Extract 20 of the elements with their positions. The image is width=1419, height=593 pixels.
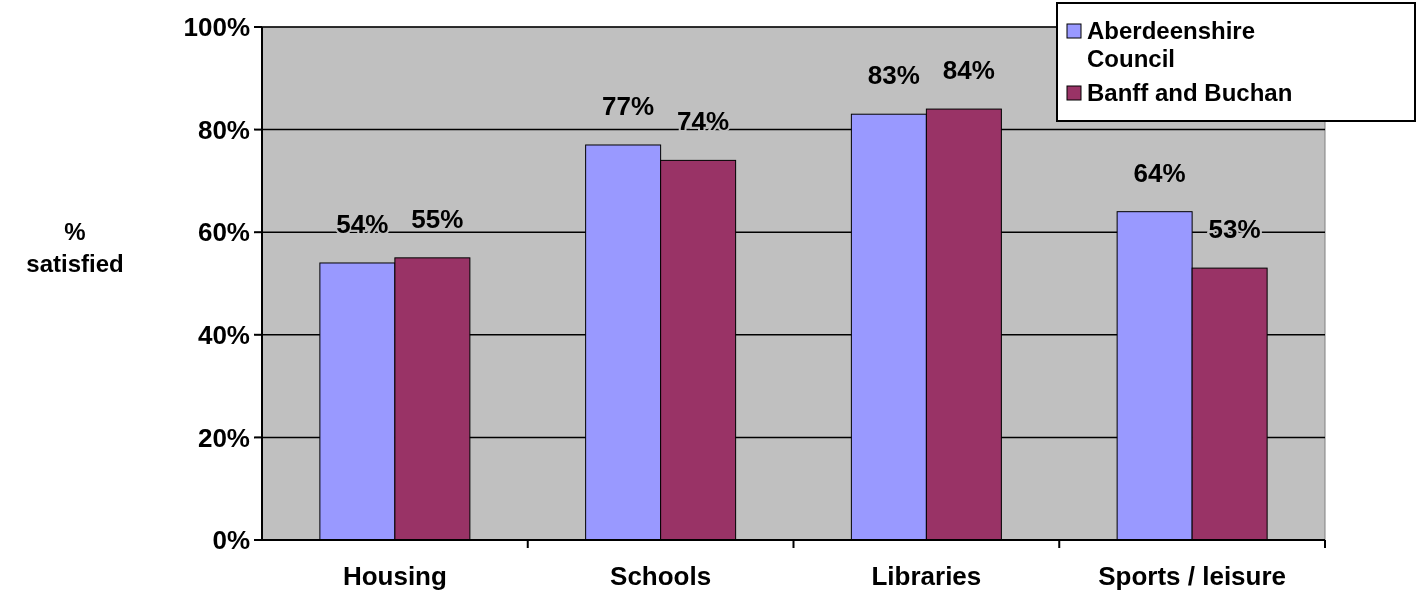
y-axis-title: % satisfied bbox=[26, 218, 124, 277]
y-tick-label: 0% bbox=[212, 525, 250, 556]
data-label: 54% bbox=[336, 208, 389, 239]
x-tick-label: Housing bbox=[342, 561, 447, 591]
data-label: 83% bbox=[867, 60, 920, 91]
data-label: 84% bbox=[942, 55, 995, 86]
y-tick-label: 20% bbox=[197, 422, 250, 453]
data-label: 64% bbox=[1133, 157, 1186, 188]
y-tick-label: 80% bbox=[197, 114, 250, 145]
y-tick-label: 100% bbox=[183, 12, 250, 43]
data-label: 77% bbox=[602, 90, 655, 121]
data-label: 74% bbox=[677, 106, 730, 137]
y-tick-label: 60% bbox=[197, 217, 250, 248]
legend-label: Aberdeenshire Council bbox=[1087, 17, 1256, 72]
x-tick-label: Libraries bbox=[871, 561, 982, 591]
x-tick-label: Schools bbox=[610, 561, 712, 591]
y-tick-label: 40% bbox=[197, 319, 250, 350]
legend-label: Banff and Buchan bbox=[1087, 79, 1293, 106]
x-tick-label: Sports / leisure bbox=[1098, 561, 1287, 591]
data-label: 55% bbox=[411, 203, 464, 234]
